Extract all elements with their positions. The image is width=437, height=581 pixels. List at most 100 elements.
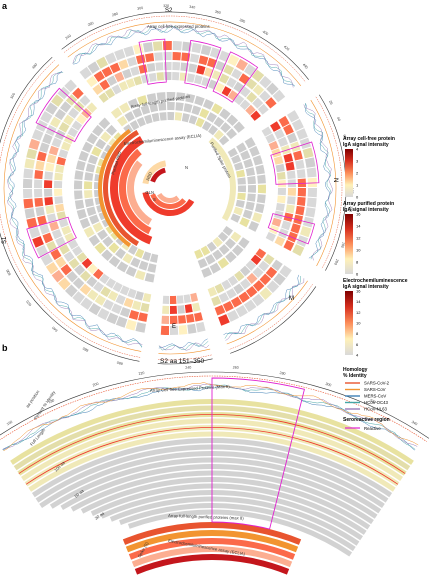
homology-line — [73, 26, 296, 87]
heat-cell-cellfree — [135, 322, 147, 333]
heat-cell-cellfree — [271, 148, 282, 158]
heat-cell-fulllength — [156, 92, 166, 101]
panel-b-cellfree-label: Array Cell-free Expressed Proteins (Max … — [150, 384, 231, 393]
heat-cell-cellfree — [152, 41, 163, 51]
heat-cell-cellfree — [94, 294, 106, 306]
panel-b-heat-band — [17, 411, 407, 476]
heat-cell-cellfree — [227, 275, 239, 286]
ecl-arc — [119, 148, 152, 235]
panel-b-ecl-arc — [134, 554, 290, 575]
heat-cell-cellfree — [86, 75, 98, 88]
heat-cell-cellfree — [286, 170, 296, 179]
heat-cell-cellfree — [96, 56, 109, 69]
heat-cell-cellfree — [218, 292, 230, 303]
heat-cell-cellfree — [178, 325, 188, 335]
heat-cell-fulllength — [246, 193, 256, 202]
heat-cell-cellfree — [24, 158, 35, 169]
reactive-region-box — [184, 39, 222, 89]
heat-cell-fulllength — [197, 258, 208, 269]
heat-cell-cellfree — [227, 54, 240, 67]
tick-label-s2: 300 — [137, 6, 144, 11]
heat-cell-cellfree — [50, 248, 62, 261]
inner-label-ntd: NTD — [145, 190, 154, 195]
heat-cell-cellfree — [196, 65, 206, 75]
heat-cell-cellfree — [277, 195, 286, 204]
heat-cell-cellfree — [170, 305, 178, 314]
heat-cell-cellfree — [148, 72, 157, 82]
heat-cell-cellfree — [51, 94, 64, 107]
panel-b-heat-band — [39, 451, 385, 508]
heat-cell-cellfree — [285, 161, 295, 171]
heat-cell-fulllength — [237, 177, 246, 185]
heat-cell-cellfree — [245, 78, 258, 90]
tick-label-n: 40 — [336, 117, 341, 122]
heat-cell-cellfree — [34, 170, 44, 180]
heat-cell-cellfree — [56, 211, 67, 220]
heat-cell-cellfree — [252, 84, 265, 96]
homology-line — [72, 25, 295, 87]
heat-cell-cellfree — [79, 94, 91, 107]
heat-cell-cellfree — [302, 147, 314, 159]
heat-cell-cellfree — [278, 115, 290, 128]
heat-cell-cellfree — [146, 62, 156, 73]
heat-cell-fulllength — [134, 248, 145, 259]
heat-cell-fulllength — [98, 117, 111, 130]
heat-cell-fulllength — [116, 261, 129, 273]
panel-b-tick-label: 300 — [325, 382, 332, 388]
heat-cell-fulllength — [247, 184, 256, 193]
heat-cell-cellfree — [207, 286, 218, 297]
heat-cell-cellfree — [187, 323, 197, 334]
panel-b-aa50: 50 aa — [73, 488, 85, 499]
heat-cell-cellfree — [239, 86, 251, 98]
heat-cell-cellfree — [177, 305, 185, 314]
segment-tick-ring — [228, 284, 313, 350]
heat-cell-fulllength — [127, 98, 139, 109]
tick-label-s2: 400 — [262, 30, 269, 37]
heat-cell-fulllength — [220, 122, 232, 134]
heat-cell-fulllength — [125, 266, 137, 277]
heat-cell-fulllength — [84, 172, 94, 181]
panel-b-tick-label: 180 — [48, 398, 55, 404]
heat-cell-cellfree — [99, 79, 110, 91]
heat-cell-cellfree — [76, 114, 87, 125]
tick-label-s2: 420 — [283, 45, 290, 52]
tick-label-s2: 240 — [65, 34, 72, 41]
heat-cell-cellfree — [223, 64, 235, 76]
heat-cell-cellfree — [109, 62, 121, 74]
track-label-cellfree-a: Array cell-free expressed proteins — [147, 24, 210, 29]
heat-cell-cellfree — [280, 144, 291, 155]
heat-cell-cellfree — [239, 99, 251, 111]
heat-cell-cellfree — [271, 259, 283, 271]
heat-cell-fulllength — [191, 105, 202, 116]
heat-cell-cellfree — [79, 66, 92, 80]
legend-homology-label: HCoV-NL63 — [364, 407, 388, 412]
heat-cell-cellfree — [42, 232, 54, 244]
heat-cell-cellfree — [134, 290, 144, 301]
heat-cell-cellfree — [118, 59, 129, 70]
heat-cell-cellfree — [40, 253, 53, 266]
heat-cell-cellfree — [275, 163, 285, 173]
heat-cell-fulllength — [146, 93, 157, 103]
heat-cell-cellfree — [54, 172, 63, 181]
segment-label-m: M — [289, 296, 294, 302]
heat-cell-cellfree — [46, 154, 57, 164]
tick-label-s1: 640 — [51, 326, 58, 333]
heat-cell-cellfree — [125, 78, 136, 89]
heat-cell-cellfree — [49, 116, 61, 128]
heat-cell-cellfree — [45, 261, 59, 275]
legend-homology-label: SARS-CoV — [364, 387, 386, 392]
heat-cell-cellfree — [67, 127, 79, 138]
homology-line — [158, 348, 211, 355]
legend-purified-bar — [345, 214, 353, 274]
segment-label-n: N — [332, 178, 338, 182]
heat-cell-cellfree — [161, 315, 170, 324]
heat-cell-cellfree — [170, 315, 178, 324]
heat-cell-cellfree — [188, 63, 198, 73]
heat-cell-cellfree — [221, 279, 232, 291]
homology-line — [158, 338, 208, 349]
heat-cell-cellfree — [39, 142, 50, 153]
heat-cell-cellfree — [72, 245, 83, 257]
heat-cell-cellfree — [125, 319, 137, 331]
ecl-arc — [110, 136, 153, 245]
